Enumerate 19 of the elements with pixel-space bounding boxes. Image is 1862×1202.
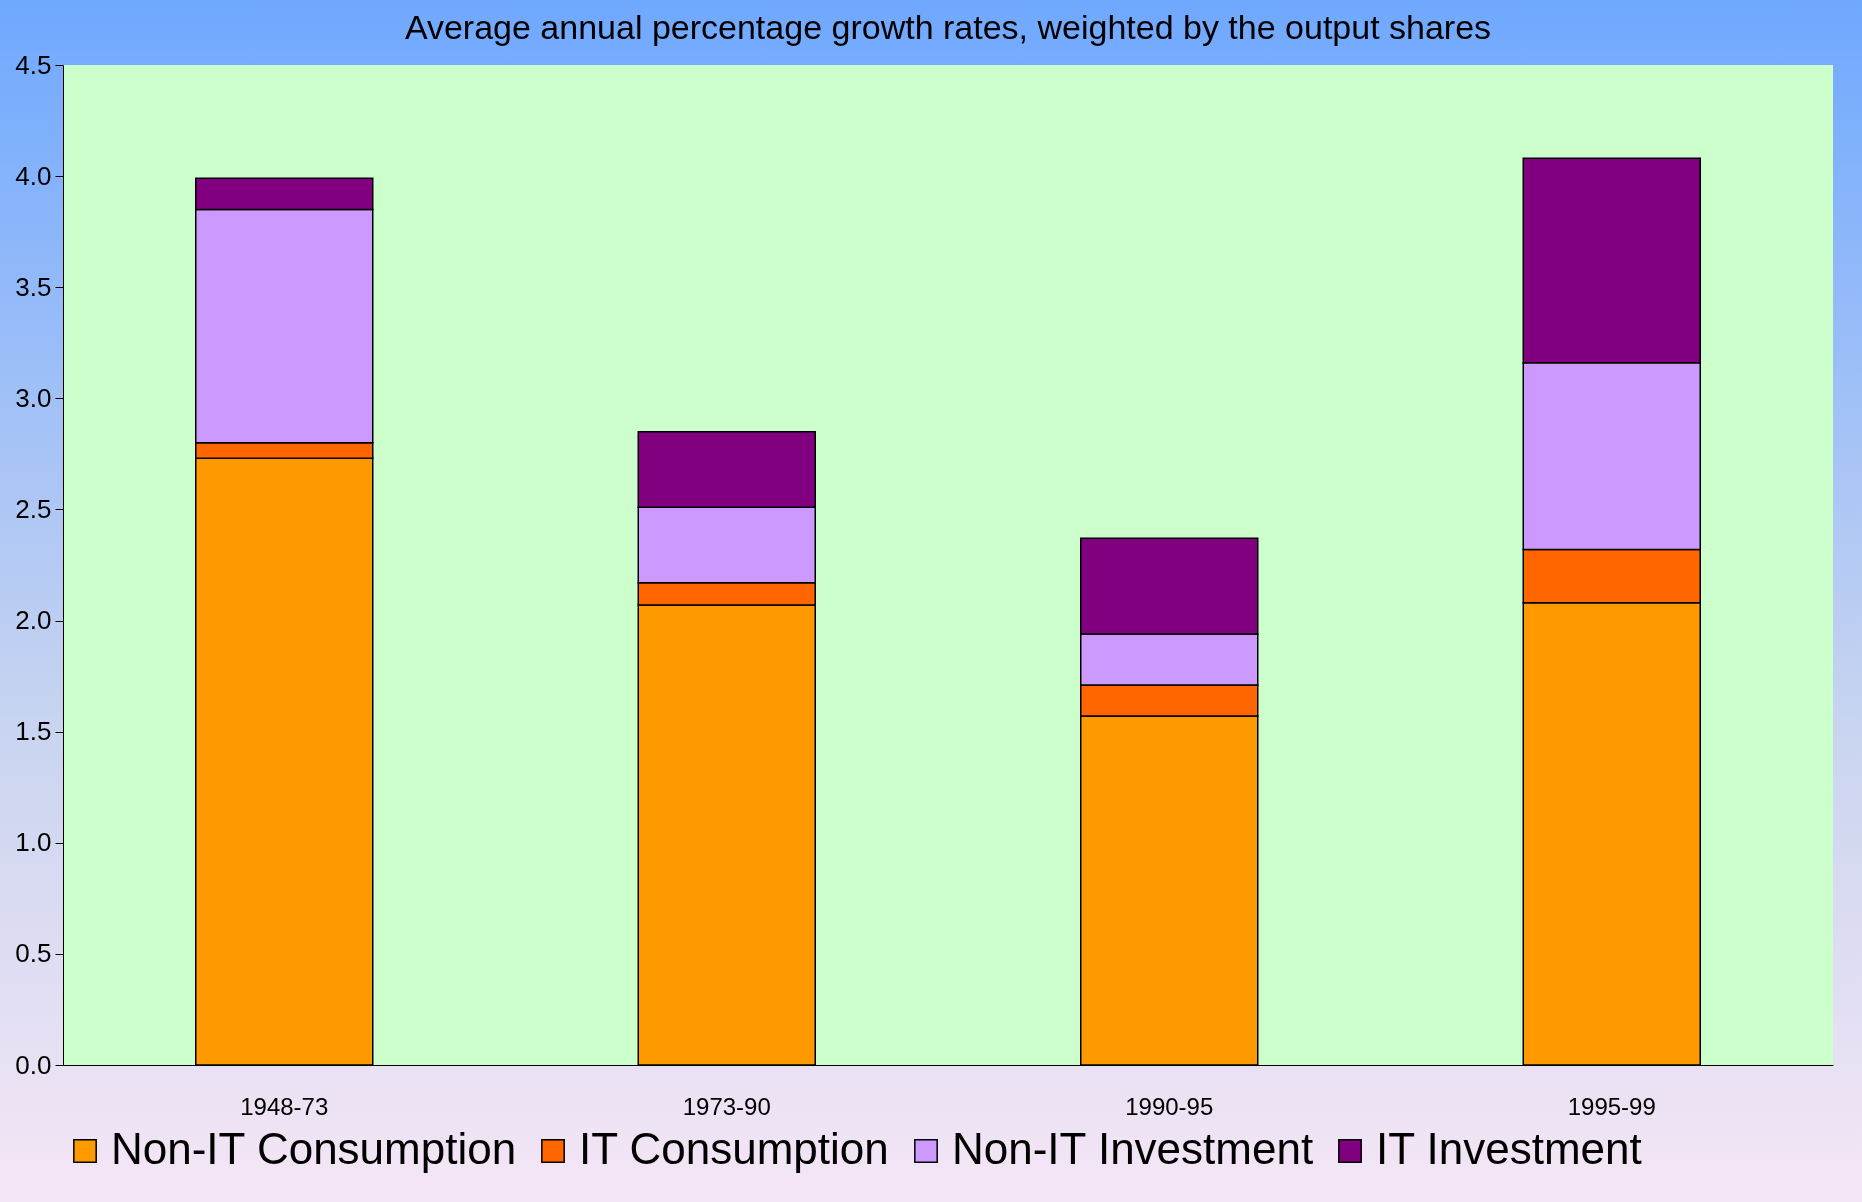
y-tick-label: 0.5 bbox=[15, 938, 52, 969]
y-tick-label: 4.0 bbox=[15, 160, 52, 191]
y-tick-label: 3.5 bbox=[15, 271, 52, 302]
y-tick-label: 2.0 bbox=[15, 605, 52, 636]
y-tick-label: 1.5 bbox=[15, 716, 52, 747]
y-tick-label: 1.0 bbox=[15, 827, 52, 858]
x-tick-label: 1995-99 bbox=[1567, 1092, 1656, 1120]
y-tick-label: 3.0 bbox=[15, 382, 52, 413]
y-tick-label: 0.0 bbox=[15, 1049, 52, 1080]
legend-label: Non-IT Consumption bbox=[111, 1124, 517, 1173]
legend-label: Non-IT Investment bbox=[952, 1124, 1314, 1173]
y-tick-label: 2.5 bbox=[15, 493, 52, 524]
chart-title: Average annual percentage growth rates, weighted by the output shares bbox=[404, 8, 1492, 46]
x-tick-label: 1948-73 bbox=[240, 1092, 329, 1120]
x-tick-label: 1973-90 bbox=[682, 1092, 771, 1120]
legend-label: IT Investment bbox=[1376, 1124, 1642, 1173]
y-tick-label: 4.5 bbox=[15, 49, 52, 80]
x-tick-label: 1990-95 bbox=[1125, 1092, 1214, 1120]
legend-label: IT Consumption bbox=[579, 1124, 889, 1173]
